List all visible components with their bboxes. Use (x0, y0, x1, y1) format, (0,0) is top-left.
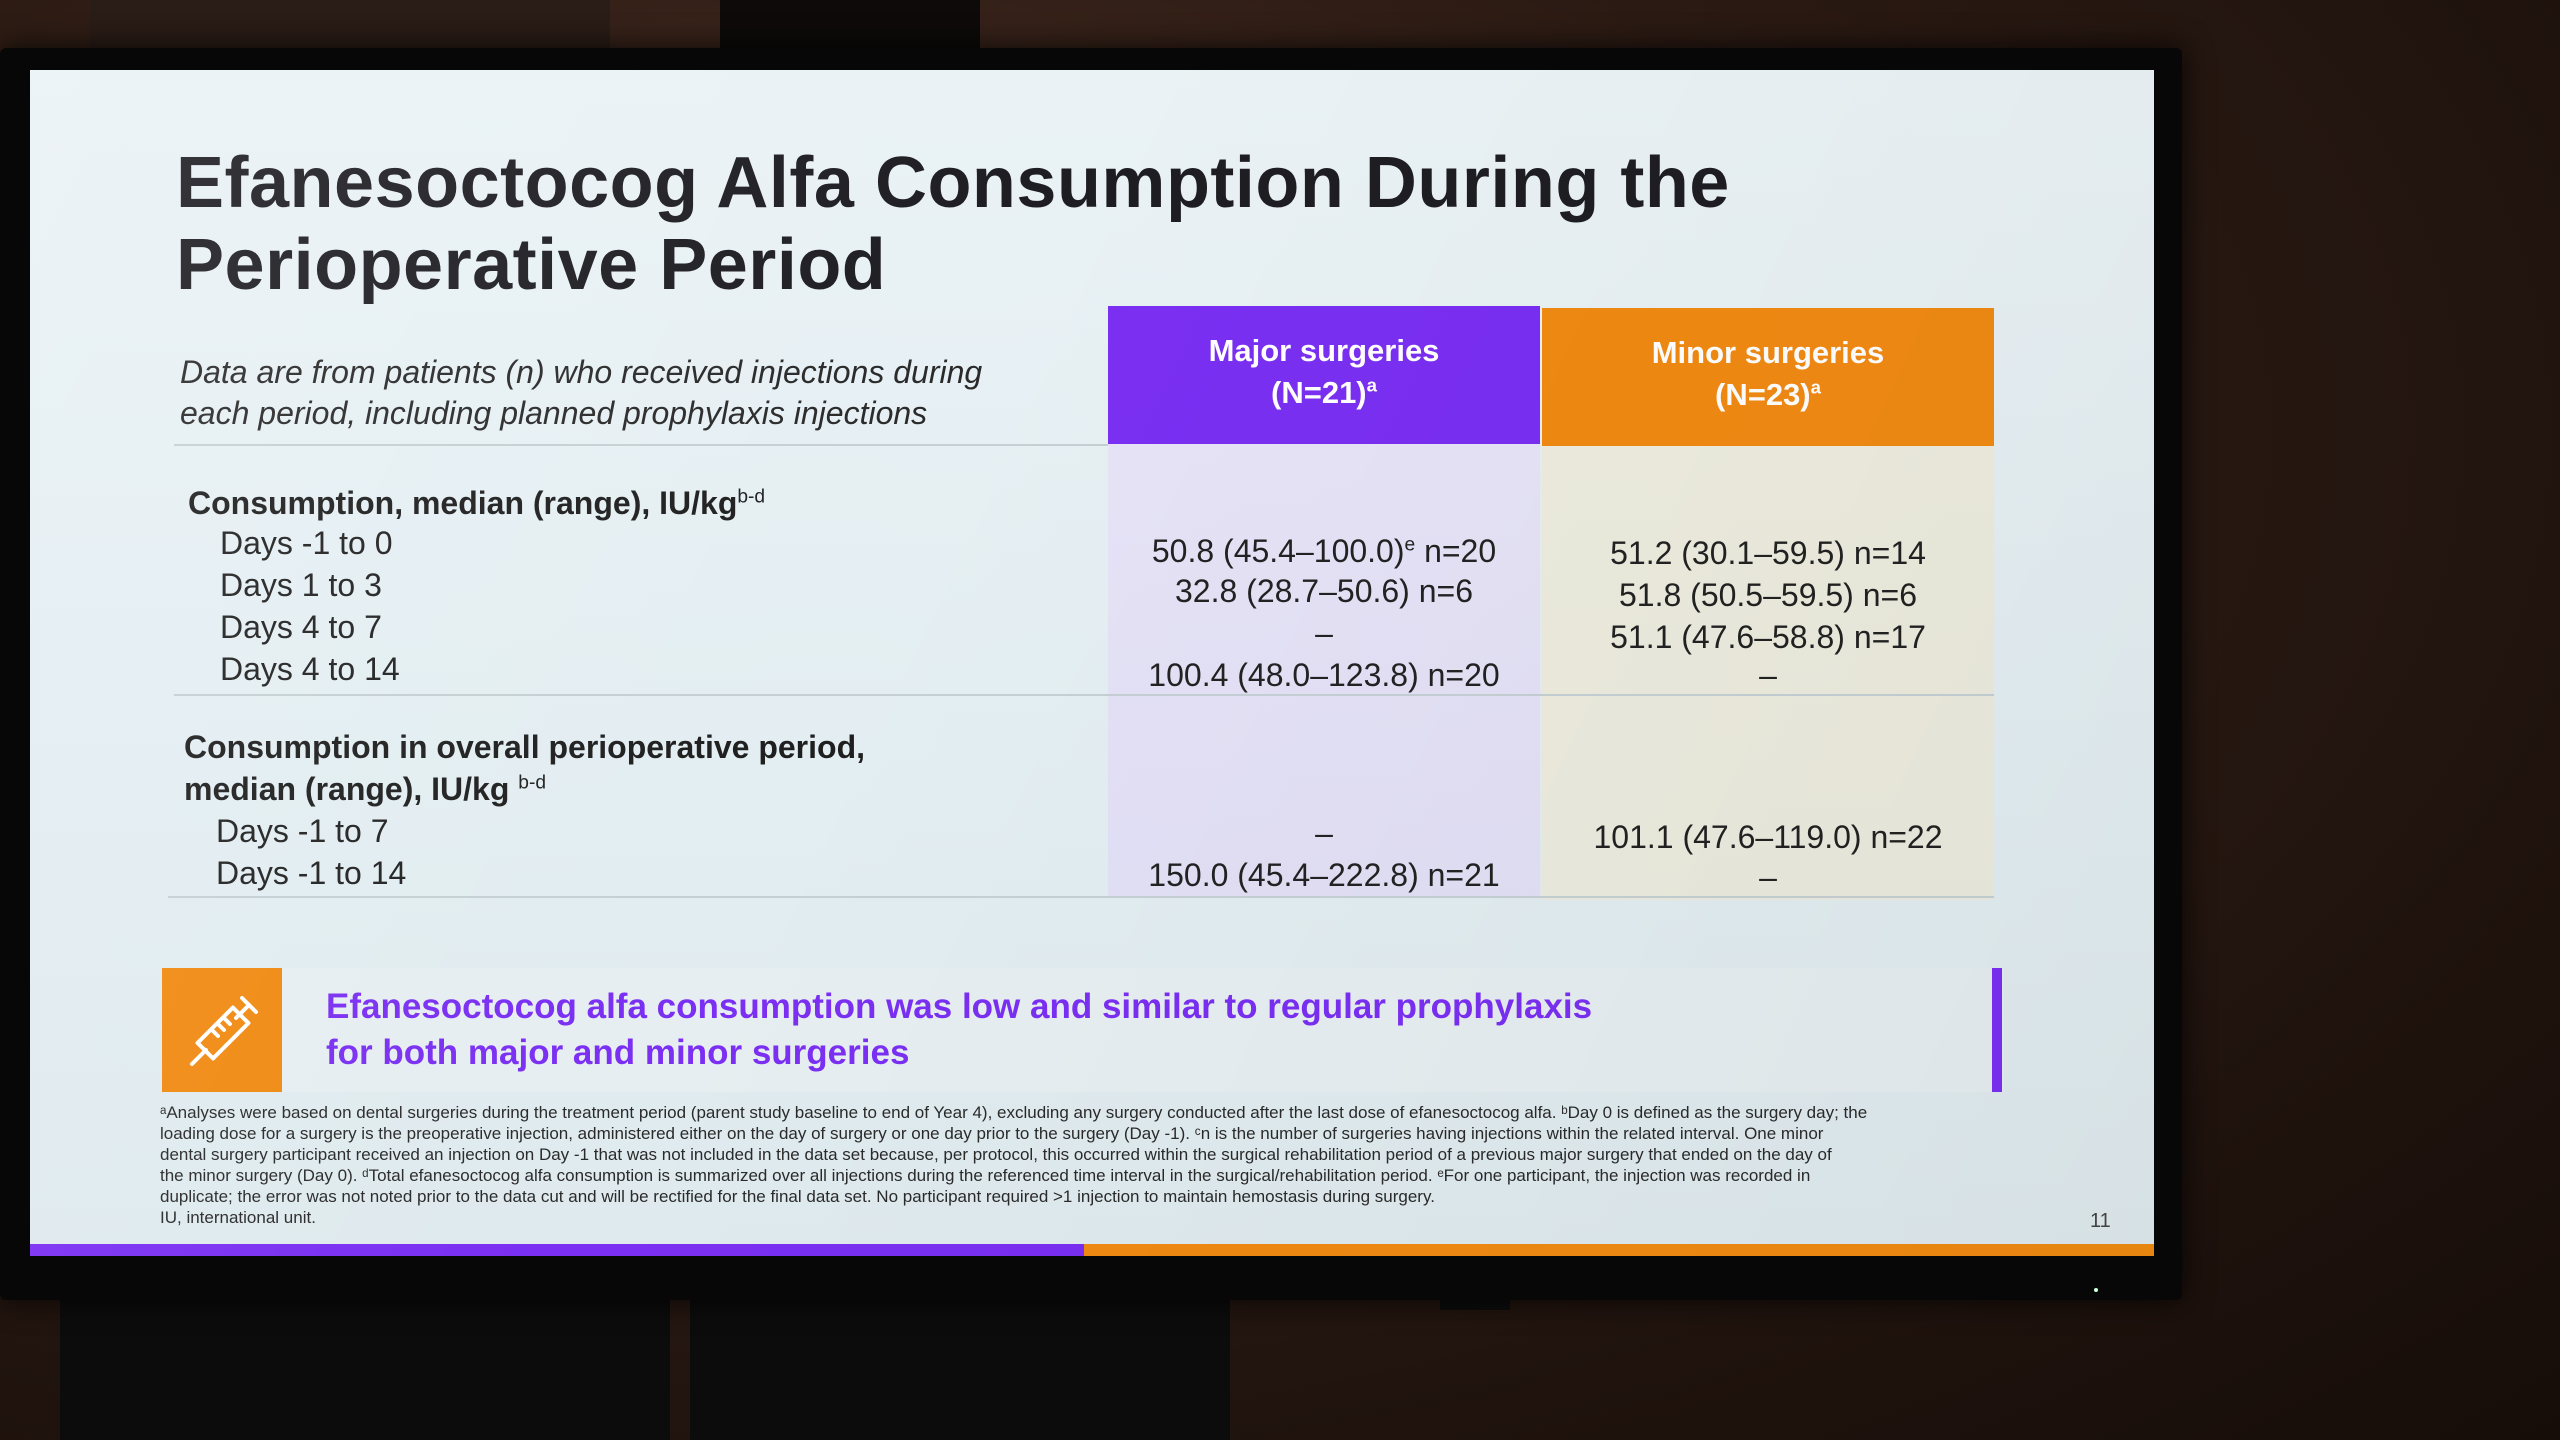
major-cell-footnote: e (1404, 534, 1416, 556)
minor-header-count: (N=23) (1715, 377, 1811, 412)
section1-label-footnote: b-d (737, 486, 766, 508)
title-line-1: Efanesoctocog Alfa Consumption During th… (176, 143, 1730, 223)
table-row-label: Days -1 to 7 (216, 813, 389, 849)
header-divider (174, 444, 1108, 446)
callout-line-2: for both major and minor surgeries (326, 1033, 910, 1072)
section2-label-line-2: median (range), IU/kg (184, 771, 519, 807)
title-line-2: Perioperative Period (176, 225, 887, 305)
major-cell: 50.8 (45.4–100.0)e n=20 (1108, 530, 1540, 572)
footer-bar-orange (1084, 1244, 2154, 1256)
table-intro-note: Data are from patients (n) who received … (180, 352, 1080, 434)
major-cell-n: n=20 (1415, 533, 1497, 569)
table-row-label: Days 4 to 7 (220, 609, 382, 645)
minor-header-footnote: a (1810, 376, 1821, 398)
minor-cell: – (1759, 859, 1777, 895)
slide-title: Efanesoctocog Alfa Consumption During th… (176, 142, 1876, 306)
major-cell: – (1315, 615, 1333, 651)
slide-screen: Efanesoctocog Alfa Consumption During th… (30, 70, 2154, 1256)
section1-label-text: Consumption, median (range), IU/kg (188, 485, 738, 521)
section-divider (174, 694, 1994, 696)
footnotes: ᵃAnalyses were based on dental surgeries… (160, 1102, 2040, 1228)
syringe-icon (162, 968, 282, 1092)
footnote-line: loading dose for a surgery is the preope… (160, 1124, 1824, 1143)
callout-message: Efanesoctocog alfa consumption was low a… (326, 984, 1926, 1076)
major-cell: 150.0 (45.4–222.8) n=21 (1148, 857, 1500, 893)
footnote-line: the minor surgery (Day 0). ᵈTotal efanes… (160, 1166, 1811, 1185)
section1-label: Consumption, median (range), IU/kgb-d (188, 482, 765, 524)
section2-label-footnote: b-d (518, 772, 547, 794)
page-number: 11 (2090, 1210, 2111, 1232)
footnote-line: ᵃAnalyses were based on dental surgeries… (160, 1103, 1868, 1122)
table-row-label: Days -1 to 0 (220, 525, 393, 561)
footnote-line: dental surgery participant received an i… (160, 1145, 1832, 1164)
intro-line-1: Data are from patients (n) who received … (180, 354, 983, 390)
tv-stand-left (60, 1300, 670, 1440)
table-row-label: Days -1 to 14 (216, 855, 407, 891)
tv-stand-right (690, 1300, 1230, 1440)
tv-power-led (2094, 1288, 2098, 1292)
major-surgeries-header: Major surgeries (N=21)a (1108, 306, 1540, 444)
major-cell-value: 50.8 (45.4–100.0) (1151, 533, 1405, 569)
minor-cell: 51.2 (30.1–59.5) n=14 (1610, 535, 1926, 571)
section2-label-line-1: Consumption in overall perioperative per… (184, 729, 865, 765)
table-row-label: Days 1 to 3 (220, 567, 382, 603)
callout-line-1: Efanesoctocog alfa consumption was low a… (326, 987, 1593, 1026)
key-takeaway-callout (162, 968, 2004, 1092)
major-header-count: (N=21) (1271, 375, 1367, 410)
major-cell: 100.4 (48.0–123.8) n=20 (1148, 657, 1500, 693)
minor-cell: 51.1 (47.6–58.8) n=17 (1610, 619, 1926, 655)
section2-label: Consumption in overall perioperative per… (184, 726, 865, 810)
wall-panel-center (720, 0, 980, 48)
minor-cell: 51.8 (50.5–59.5) n=6 (1618, 577, 1917, 613)
minor-surgeries-header: Minor surgeries (N=23)a (1542, 308, 1994, 446)
intro-line-2: each period, including planned prophylax… (180, 395, 928, 431)
major-header-footnote: a (1366, 374, 1377, 396)
major-header-label: Major surgeries (1208, 333, 1440, 368)
callout-accent-bar (1992, 968, 2002, 1092)
table-bottom-divider (168, 896, 1994, 898)
footnote-line: duplicate; the error was not noted prior… (160, 1187, 1435, 1206)
major-cell: 32.8 (28.7–50.6) n=6 (1174, 573, 1473, 609)
minor-cell: – (1759, 657, 1777, 693)
wall-panel-left (90, 0, 610, 48)
major-cell: – (1315, 815, 1333, 851)
table-row-label: Days 4 to 14 (220, 651, 400, 687)
minor-cell: 101.1 (47.6–119.0) n=22 (1593, 819, 1943, 855)
footer-bar-purple (30, 1244, 1084, 1256)
minor-header-label: Minor surgeries (1651, 335, 1885, 370)
footnote-line: IU, international unit. (160, 1208, 316, 1227)
